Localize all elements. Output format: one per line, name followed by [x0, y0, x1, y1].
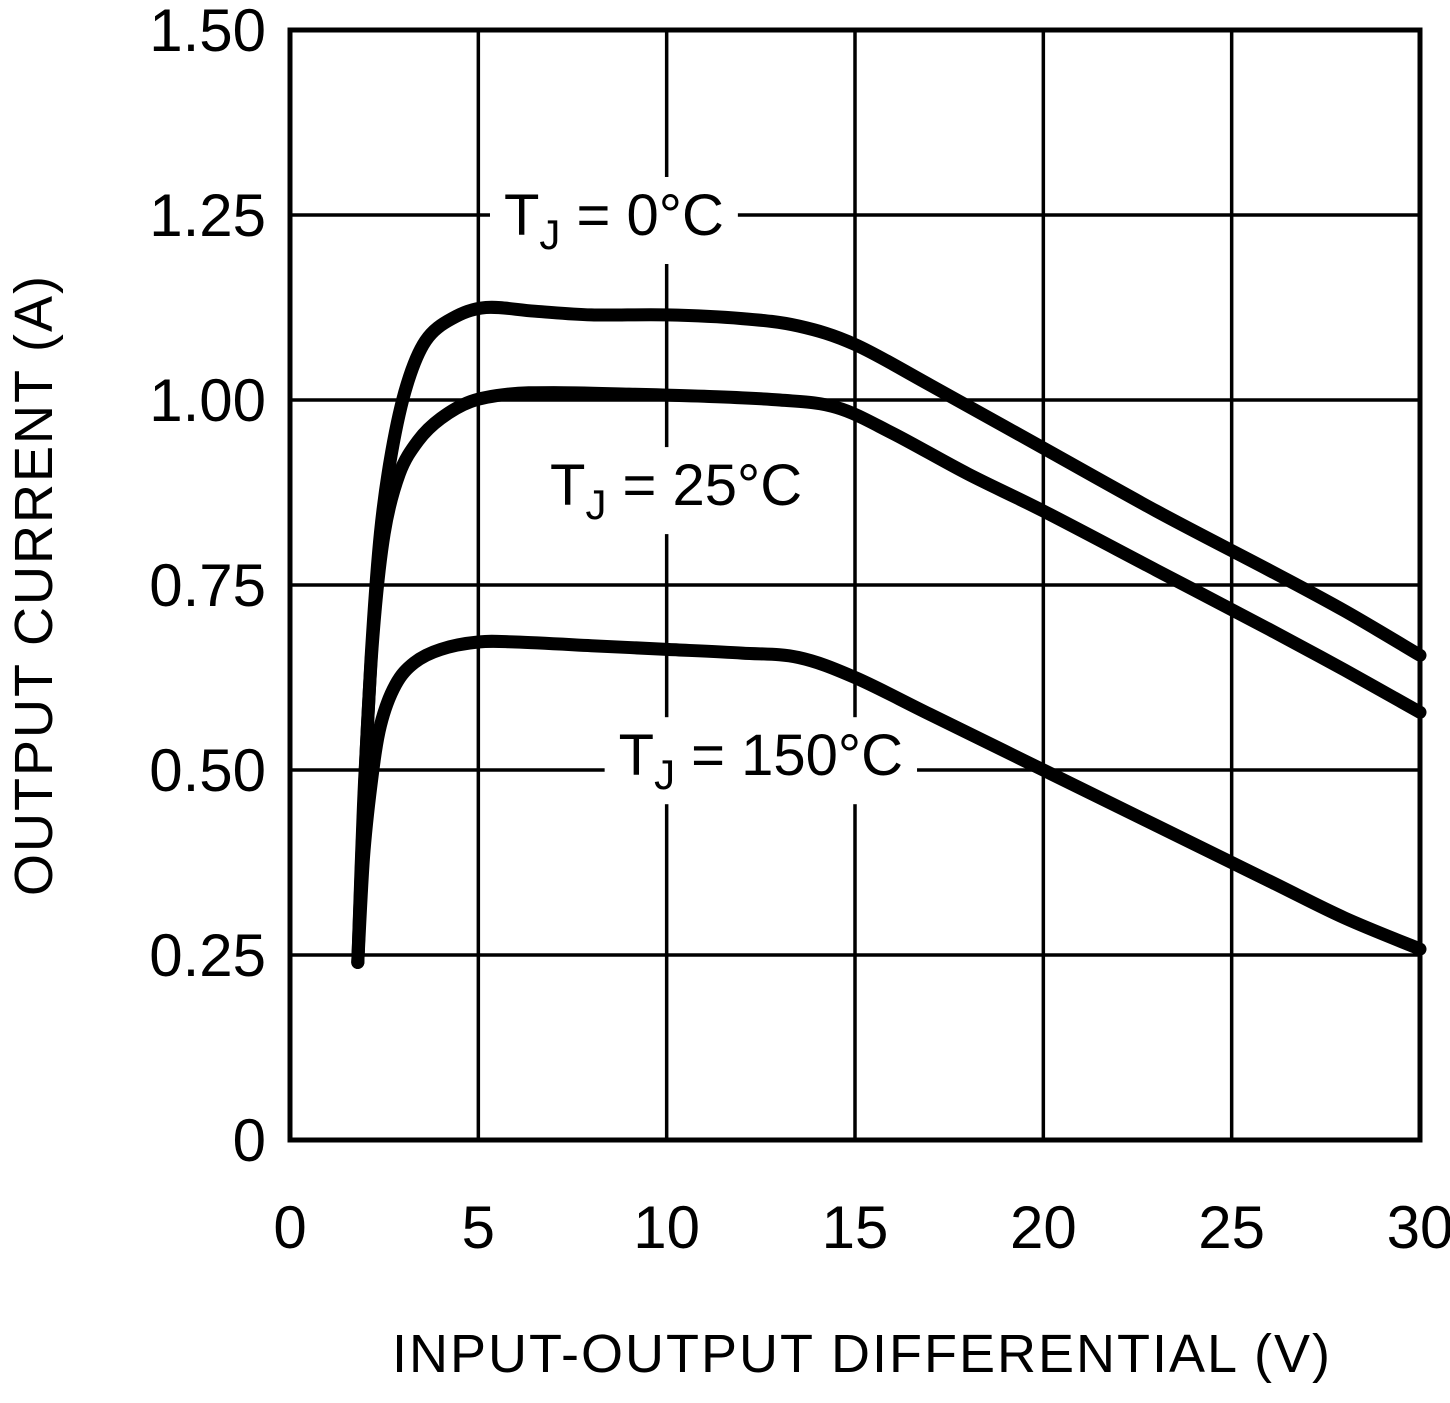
- x-tick-label: 5: [462, 1194, 495, 1261]
- y-tick-label: 1.50: [149, 0, 266, 64]
- curve: [351, 634, 1427, 969]
- curve-label-background: [536, 447, 817, 535]
- curve-label: TJ = 150°C: [619, 723, 903, 798]
- curve-label-background: [489, 177, 738, 264]
- x-tick-label: 15: [822, 1194, 889, 1261]
- x-tick-label: 10: [633, 1194, 700, 1261]
- x-tick-label: 0: [273, 1194, 306, 1261]
- y-tick-label: 1.25: [149, 182, 266, 249]
- x-tick-label: 25: [1198, 1194, 1265, 1261]
- curve: [351, 300, 1427, 969]
- plot-area: 0 5 10 15 20 25 30 0 0.25 0.50 0.75 1.00 1.25 1.50 TJ …: [149, 0, 1450, 1261]
- y-tick-label: 1.00: [149, 367, 266, 434]
- y-tick-label: 0.50: [149, 737, 266, 804]
- plot-frame: [287, 27, 1423, 1143]
- y-tick-label: 0: [233, 1107, 266, 1174]
- curve-label: TJ = 0°C: [504, 183, 724, 258]
- y-tick-label: 0.75: [149, 552, 266, 619]
- x-axis-title: INPUT-OUTPUT DIFFERENTIAL (V): [392, 1324, 1332, 1384]
- curve-label-background: [604, 717, 918, 805]
- x-tick-label: 30: [1387, 1194, 1450, 1261]
- x-tick-label: 20: [1010, 1194, 1077, 1261]
- curve-label: TJ = 25°C: [550, 453, 802, 528]
- y-tick-label: 0.25: [149, 922, 266, 989]
- curve: [351, 386, 1427, 969]
- y-axis-title: OUTPUT CURRENT (A): [4, 274, 64, 896]
